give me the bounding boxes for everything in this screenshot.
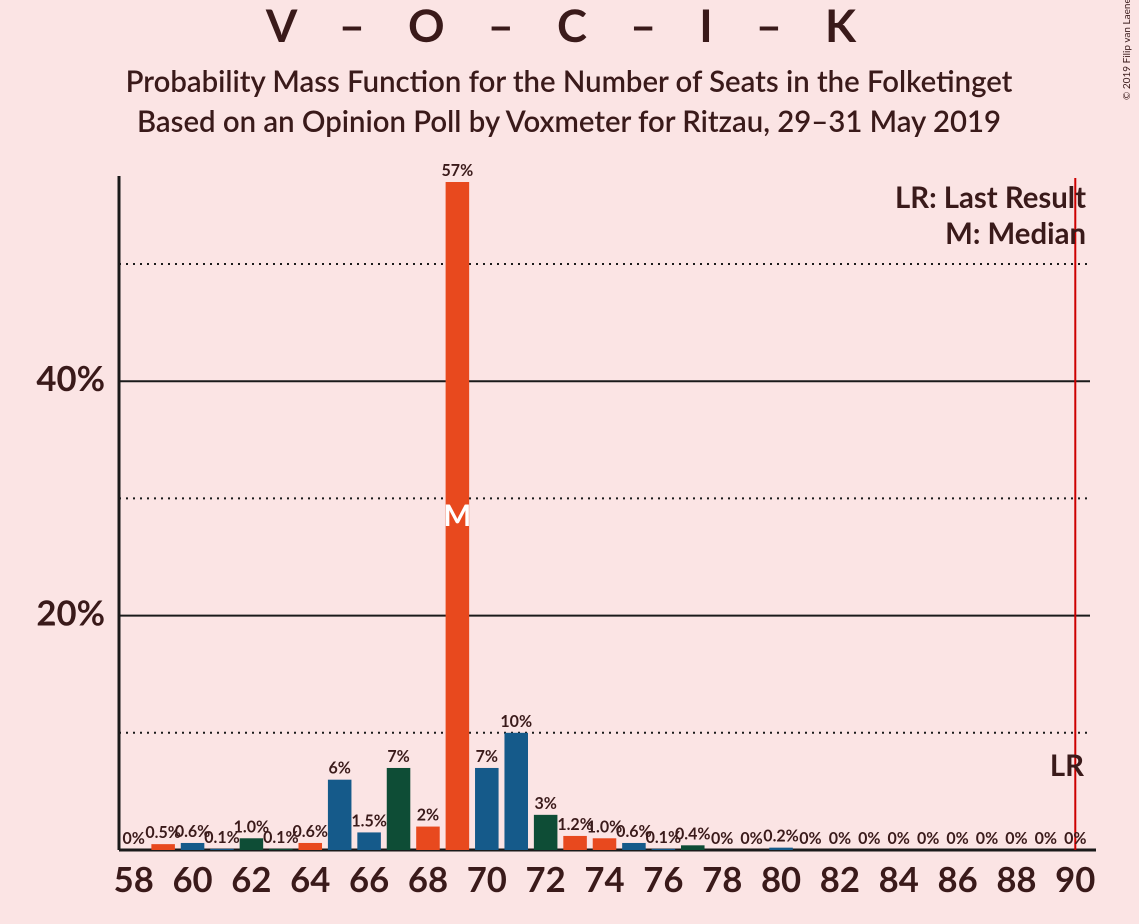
bar-label: 0%	[858, 829, 880, 848]
bar	[652, 849, 676, 850]
chart-container: V – O – C – I – K Probability Mass Functi…	[0, 0, 1139, 924]
bar	[298, 843, 322, 850]
x-tick-label: 82	[820, 859, 860, 900]
bar-label: 0%	[1005, 829, 1027, 848]
bar-label: 7%	[476, 747, 498, 766]
bar-label: 0%	[799, 829, 821, 848]
x-tick-label: 80	[761, 859, 801, 900]
x-tick-label: 62	[231, 859, 271, 900]
lr-label: LR	[1050, 748, 1084, 783]
x-tick-label: 78	[702, 859, 742, 900]
x-tick-label: 90	[1055, 859, 1095, 900]
bar	[475, 768, 499, 850]
bar-label: 0.6%	[293, 822, 328, 841]
bar-label: 0%	[976, 829, 998, 848]
bar	[357, 832, 381, 850]
x-tick-label: 70	[467, 859, 507, 900]
bar-label: 0%	[711, 829, 733, 848]
bar-label: 0%	[888, 829, 910, 848]
bar	[416, 827, 440, 850]
bar	[593, 838, 617, 850]
x-tick-label: 76	[643, 859, 683, 900]
bar	[269, 849, 293, 850]
bar-label: 7%	[387, 747, 409, 766]
bar	[681, 845, 705, 850]
bar	[181, 843, 205, 850]
x-tick-label: 66	[349, 859, 389, 900]
chart-title: V – O – C – I – K	[265, 0, 872, 52]
bar-label: 6%	[328, 759, 350, 778]
copyright: © 2019 Filip van Laenen	[1121, 0, 1133, 100]
x-tick-label: 64	[290, 859, 330, 900]
bar-label: 0%	[946, 829, 968, 848]
y-tick-label: 20%	[36, 593, 105, 634]
x-tick-label: 68	[408, 859, 448, 900]
bar	[240, 838, 264, 850]
bar-label: 1.5%	[351, 811, 386, 830]
legend-m: M: Median	[945, 216, 1086, 251]
bar-label: 57%	[442, 161, 474, 180]
bar-label: 2%	[417, 806, 439, 825]
chart-subtitle-2: Based on an Opinion Poll by Voxmeter for…	[137, 104, 1001, 139]
bar	[769, 848, 793, 850]
x-tick-label: 60	[172, 859, 212, 900]
bar-label: 3%	[534, 794, 556, 813]
legend-lr: LR: Last Result	[895, 180, 1086, 215]
bar-label: 10%	[500, 712, 532, 731]
bar	[151, 844, 175, 850]
bar-label: 0.2%	[763, 827, 798, 846]
chart-subtitle-1: Probability Mass Function for the Number…	[126, 64, 1013, 99]
bar-label: 0%	[1035, 829, 1057, 848]
x-tick-label: 58	[114, 859, 154, 900]
bar-label: 0%	[740, 829, 762, 848]
bar-label: 0%	[123, 829, 145, 848]
x-tick-label: 74	[584, 859, 624, 900]
x-tick-label: 72	[526, 859, 566, 900]
x-tick-label: 88	[996, 859, 1036, 900]
x-tick-label: 84	[879, 859, 919, 900]
bar	[328, 780, 352, 850]
bar	[504, 733, 528, 850]
bar	[563, 836, 587, 850]
median-marker: M	[444, 498, 472, 533]
y-tick-label: 40%	[36, 358, 105, 399]
x-tick-label: 86	[937, 859, 977, 900]
bar-label: 0%	[829, 829, 851, 848]
bar-label: 0.4%	[675, 824, 710, 843]
bar	[622, 843, 646, 850]
bar	[534, 815, 558, 850]
chart-svg: V – O – C – I – K Probability Mass Functi…	[0, 0, 1139, 924]
bar	[210, 849, 234, 850]
bar	[387, 768, 411, 850]
bar-label: 0%	[1064, 829, 1086, 848]
bar-label: 0%	[917, 829, 939, 848]
